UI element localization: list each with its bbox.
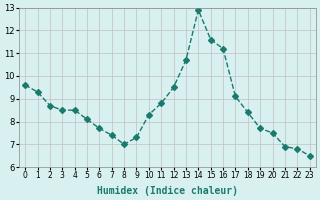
X-axis label: Humidex (Indice chaleur): Humidex (Indice chaleur) (97, 186, 238, 196)
